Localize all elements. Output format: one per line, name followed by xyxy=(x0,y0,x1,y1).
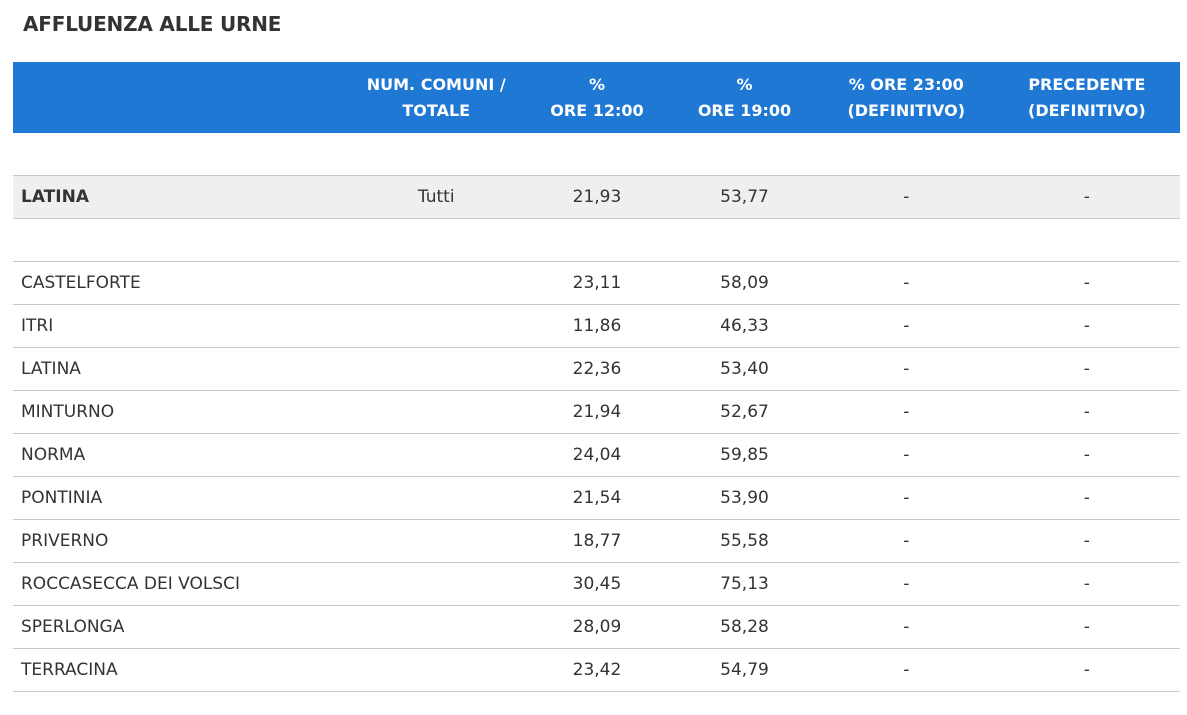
row-comuni xyxy=(348,605,524,649)
row-ore-19: 53,90 xyxy=(670,476,819,520)
row-ore-19: 53,40 xyxy=(670,347,819,391)
row-ore-23: - xyxy=(818,648,994,692)
row-ore-12: 23,42 xyxy=(523,648,671,692)
table-row: CASTELFORTE 23,11 58,09- - xyxy=(13,261,1180,305)
row-ore-23: - xyxy=(818,390,994,434)
row-comuni xyxy=(348,390,524,434)
row-name: ITRI xyxy=(13,304,349,348)
row-precedente: - xyxy=(993,476,1180,520)
table-header-row: NUM. COMUNI / TOTALE % ORE 12:00 % ORE 1… xyxy=(13,62,1180,133)
row-ore-12: 22,36 xyxy=(523,347,671,391)
header-ore-12-line1: % xyxy=(588,74,605,94)
total-ore-19: 53,77 xyxy=(670,175,819,219)
row-ore-12: 24,04 xyxy=(523,433,671,477)
row-ore-19: 75,13 xyxy=(670,562,819,606)
turnout-table: NUM. COMUNI / TOTALE % ORE 12:00 % ORE 1… xyxy=(13,62,1180,692)
row-ore-12: 23,11 xyxy=(523,261,671,305)
table-row: PRIVERNO 18,77 55,58- - xyxy=(13,519,1180,563)
table-row: SPERLONGA 28,09 58,28- - xyxy=(13,605,1180,649)
row-ore-12: 28,09 xyxy=(523,605,671,649)
row-comuni xyxy=(348,347,524,391)
row-comuni xyxy=(348,519,524,563)
row-ore-23: - xyxy=(818,304,994,348)
table-row: PONTINIA 21,54 53,90- - xyxy=(13,476,1180,520)
row-name: TERRACINA xyxy=(13,648,349,692)
spacer-row xyxy=(13,133,1180,176)
row-name: LATINA xyxy=(13,347,349,391)
row-precedente: - xyxy=(993,347,1180,391)
row-ore-12: 11,86 xyxy=(523,304,671,348)
row-ore-23: - xyxy=(818,562,994,606)
total-ore-23: - xyxy=(818,175,994,219)
row-precedente: - xyxy=(993,390,1180,434)
header-ore-12: % ORE 12:00 xyxy=(523,62,671,133)
total-ore-12: 21,93 xyxy=(523,175,671,219)
row-ore-19: 58,09 xyxy=(670,261,819,305)
header-ore-23-line2: (DEFINITIVO) xyxy=(847,100,966,120)
table-row: ITRI 11,86 46,33- - xyxy=(13,304,1180,348)
row-comuni xyxy=(348,648,524,692)
row-ore-12: 21,94 xyxy=(523,390,671,434)
spacer-row xyxy=(13,218,1180,262)
row-ore-23: - xyxy=(818,519,994,563)
header-ore-23-line1: % ORE 23:00 xyxy=(848,74,964,94)
total-precedente: - xyxy=(993,175,1180,219)
row-precedente: - xyxy=(993,304,1180,348)
header-ore-19-line2: ORE 19:00 xyxy=(697,100,792,120)
row-precedente: - xyxy=(993,433,1180,477)
header-num-comuni: NUM. COMUNI / TOTALE xyxy=(348,62,524,133)
row-precedente: - xyxy=(993,562,1180,606)
row-name: SPERLONGA xyxy=(13,605,349,649)
row-ore-12: 21,54 xyxy=(523,476,671,520)
row-name: ROCCASECCA DEI VOLSCI xyxy=(13,562,349,606)
table-row: TERRACINA 23,42 54,79- - xyxy=(13,648,1180,692)
row-comuni xyxy=(348,433,524,477)
total-name: LATINA xyxy=(13,175,349,219)
row-name: CASTELFORTE xyxy=(13,261,349,305)
table-row: LATINA 22,36 53,40- - xyxy=(13,347,1180,391)
row-name: MINTURNO xyxy=(13,390,349,434)
row-ore-19: 55,58 xyxy=(670,519,819,563)
row-precedente: - xyxy=(993,648,1180,692)
header-num-comuni-line1: NUM. COMUNI / xyxy=(366,74,506,94)
row-ore-12: 18,77 xyxy=(523,519,671,563)
row-comuni xyxy=(348,476,524,520)
row-ore-23: - xyxy=(818,347,994,391)
row-precedente: - xyxy=(993,261,1180,305)
row-ore-19: 58,28 xyxy=(670,605,819,649)
row-comuni xyxy=(348,304,524,348)
row-ore-23: - xyxy=(818,261,994,305)
row-name: PRIVERNO xyxy=(13,519,349,563)
table-row: MINTURNO 21,94 52,67- - xyxy=(13,390,1180,434)
header-ore-19: % ORE 19:00 xyxy=(670,62,819,133)
header-ore-12-line2: ORE 12:00 xyxy=(550,100,644,120)
total-comuni: Tutti xyxy=(348,175,524,219)
row-comuni xyxy=(348,261,524,305)
header-precedente: PRECEDENTE (DEFINITIVO) xyxy=(993,62,1180,133)
row-ore-19: 52,67 xyxy=(670,390,819,434)
header-precedente-line2: (DEFINITIVO) xyxy=(1028,100,1146,120)
table-row: NORMA 24,04 59,85- - xyxy=(13,433,1180,477)
row-name: NORMA xyxy=(13,433,349,477)
row-ore-23: - xyxy=(818,605,994,649)
table-row: ROCCASECCA DEI VOLSCI 30,45 75,13- - xyxy=(13,562,1180,606)
row-ore-12: 30,45 xyxy=(523,562,671,606)
row-ore-19: 54,79 xyxy=(670,648,819,692)
row-precedente: - xyxy=(993,519,1180,563)
header-name xyxy=(13,62,349,133)
row-ore-19: 59,85 xyxy=(670,433,819,477)
header-num-comuni-line2: TOTALE xyxy=(402,100,471,120)
row-name: PONTINIA xyxy=(13,476,349,520)
page-title: AFFLUENZA ALLE URNE xyxy=(23,12,282,36)
header-precedente-line1: PRECEDENTE xyxy=(1028,74,1146,94)
total-row: LATINA Tutti 21,93 53,77 - - xyxy=(13,175,1180,219)
row-ore-19: 46,33 xyxy=(670,304,819,348)
row-ore-23: - xyxy=(818,433,994,477)
row-ore-23: - xyxy=(818,476,994,520)
row-comuni xyxy=(348,562,524,606)
row-precedente: - xyxy=(993,605,1180,649)
header-ore-23: % ORE 23:00 (DEFINITIVO) xyxy=(818,62,994,133)
header-ore-19-line1: % xyxy=(736,74,753,94)
